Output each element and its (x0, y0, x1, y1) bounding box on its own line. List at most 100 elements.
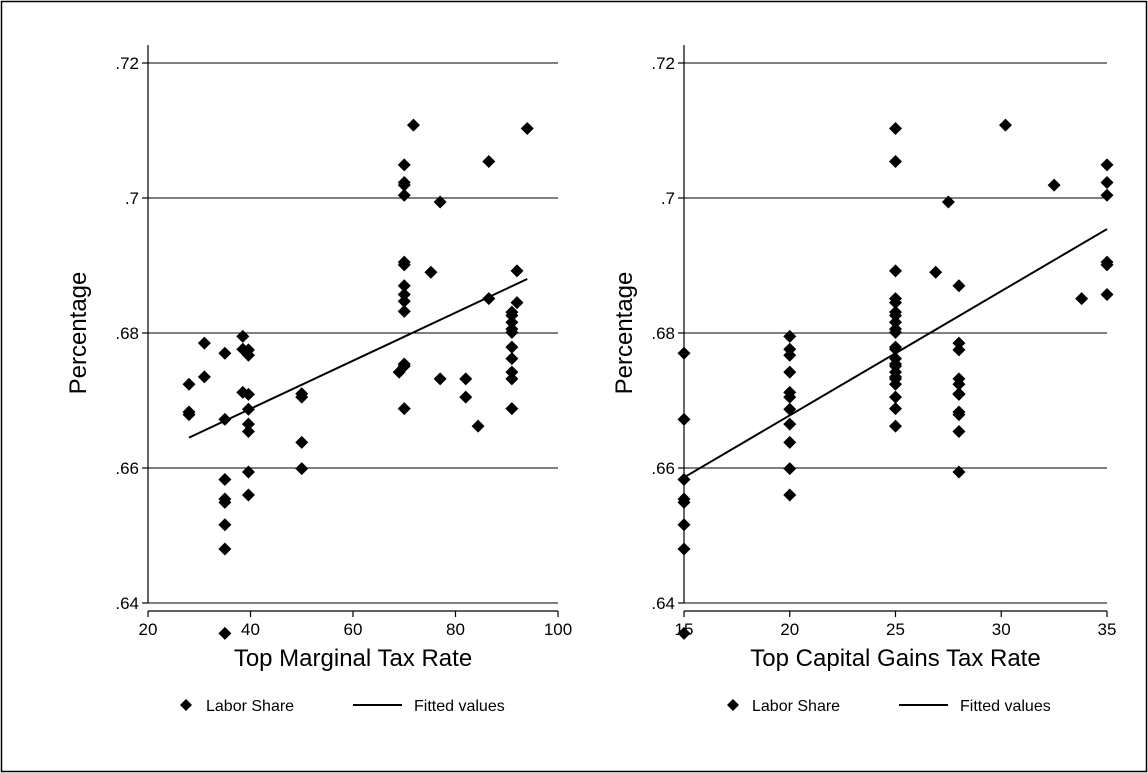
data-point (241, 417, 255, 431)
data-point (397, 402, 411, 416)
y-tick-label: .7 (661, 189, 675, 208)
data-point (952, 336, 966, 350)
data-point (1100, 175, 1114, 189)
data-point (889, 377, 902, 391)
data-point (520, 121, 534, 135)
x-tick-label: 30 (992, 620, 1011, 639)
data-point (505, 365, 519, 379)
legend-marker-labor-share (727, 699, 739, 711)
legend-label-labor-share: Labor Share (752, 698, 840, 715)
data-point (182, 408, 196, 422)
data-point (218, 495, 232, 509)
y-tick-label: .72 (115, 54, 139, 73)
chart-panel-tax-rate: .64 .66 .68 .7 .72 20 40 60 80 100 Top Marginal Ta… (65, 45, 572, 715)
data-point (397, 294, 411, 308)
data-point (197, 336, 211, 350)
data-point (952, 279, 966, 293)
x-tick-label: 35 (1098, 620, 1117, 639)
data-point (241, 387, 255, 401)
data-point (241, 465, 255, 479)
data-point (397, 359, 411, 373)
data-point (482, 155, 496, 169)
data-point (941, 195, 955, 209)
data-point (952, 343, 966, 357)
y-tick-label: .66 (115, 459, 139, 478)
data-point (783, 462, 797, 476)
data-point (459, 372, 473, 386)
data-point (218, 542, 232, 556)
y-tick-label: .66 (651, 459, 675, 478)
y-tick-label: .7 (125, 189, 139, 208)
y-axis-title: Percentage (65, 272, 92, 395)
data-point (889, 342, 902, 356)
data-point (397, 158, 411, 172)
data-point (482, 292, 496, 306)
data-point (783, 435, 797, 449)
data-point (677, 518, 691, 532)
chart-panel-capital-gains: .64.66.68.7.721520253035Top Capital Gain… (611, 45, 1116, 715)
x-tick-label: 20 (139, 620, 158, 639)
data-point (433, 372, 447, 386)
x-axis-title: Top Marginal Tax Rate (234, 645, 472, 672)
data-point (783, 365, 797, 379)
data-point (510, 264, 524, 278)
x-axis-title: Top Capital Gains Tax Rate (750, 645, 1040, 672)
data-point (236, 329, 250, 343)
data-point (218, 412, 232, 426)
data-point (241, 348, 255, 362)
data-point (218, 472, 232, 486)
data-point (218, 518, 232, 532)
data-point (218, 626, 232, 640)
data-point (505, 315, 519, 329)
data-point (889, 308, 902, 322)
data-point (1100, 288, 1114, 302)
data-point (397, 188, 411, 202)
legend-label-labor-share: Labor Share (206, 698, 294, 715)
data-point (397, 279, 411, 293)
legend-label-fitted-values: Fitted values (414, 698, 505, 715)
legend-label-fitted-values: Fitted values (960, 698, 1051, 715)
data-point (889, 155, 902, 169)
data-point (406, 118, 420, 132)
data-point (783, 488, 797, 502)
data-point (952, 425, 966, 439)
data-point (505, 352, 519, 366)
x-tick-label: 60 (344, 620, 363, 639)
data-point (783, 390, 797, 404)
data-point (1100, 188, 1114, 202)
data-point (677, 472, 691, 486)
y-tick-label: .68 (115, 324, 139, 343)
data-point (397, 288, 411, 302)
data-point (197, 370, 211, 384)
data-point (510, 296, 524, 310)
data-point (218, 346, 232, 360)
data-point (459, 390, 473, 404)
data-point (433, 195, 447, 209)
x-tick-label: 20 (780, 620, 799, 639)
y-tick-label: .72 (651, 54, 675, 73)
x-tick-label: 40 (241, 620, 260, 639)
data-point (677, 346, 691, 360)
x-tick-label: 25 (886, 620, 905, 639)
y-tick-label: .64 (651, 594, 675, 613)
data-point (952, 408, 966, 422)
data-point (505, 372, 519, 386)
legend-marker-labor-share (180, 699, 192, 711)
y-tick-label: .64 (115, 594, 139, 613)
data-point (889, 121, 902, 135)
data-point (889, 390, 902, 404)
data-point (952, 377, 966, 391)
data-point (1100, 158, 1114, 172)
data-point (397, 304, 411, 318)
data-point (397, 258, 411, 272)
data-point (783, 329, 797, 343)
data-point (182, 377, 196, 391)
data-point (424, 265, 438, 279)
data-point (241, 488, 255, 502)
x-tick-label: 100 (544, 620, 572, 639)
data-point (397, 178, 411, 192)
data-point (783, 348, 797, 362)
data-point (783, 417, 797, 431)
data-point (889, 325, 902, 339)
